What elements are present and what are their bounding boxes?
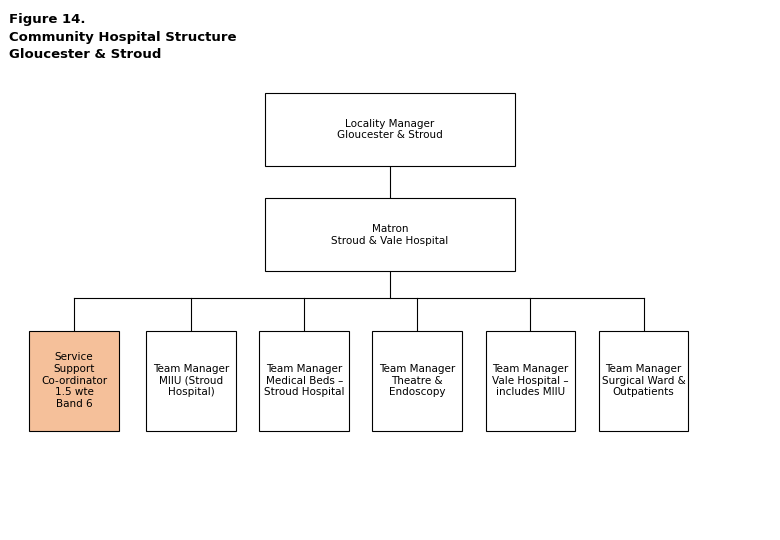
- FancyBboxPatch shape: [599, 330, 688, 431]
- FancyBboxPatch shape: [265, 93, 515, 166]
- FancyBboxPatch shape: [373, 330, 462, 431]
- Text: Service
Support
Co-ordinator
1.5 wte
Band 6: Service Support Co-ordinator 1.5 wte Ban…: [41, 353, 107, 409]
- Text: Figure 14.
Community Hospital Structure
Gloucester & Stroud: Figure 14. Community Hospital Structure …: [9, 14, 237, 60]
- FancyBboxPatch shape: [485, 330, 576, 431]
- Text: Team Manager
Surgical Ward &
Outpatients: Team Manager Surgical Ward & Outpatients: [601, 364, 686, 397]
- Text: Team Manager
MIIU (Stroud
Hospital): Team Manager MIIU (Stroud Hospital): [153, 364, 229, 397]
- FancyBboxPatch shape: [147, 330, 236, 431]
- FancyBboxPatch shape: [259, 330, 349, 431]
- Text: Team Manager
Theatre &
Endoscopy: Team Manager Theatre & Endoscopy: [379, 364, 456, 397]
- FancyBboxPatch shape: [265, 199, 515, 271]
- Text: Team Manager
Vale Hospital –
includes MIIU: Team Manager Vale Hospital – includes MI…: [492, 364, 569, 397]
- FancyBboxPatch shape: [30, 330, 119, 431]
- Text: Team Manager
Medical Beds –
Stroud Hospital: Team Manager Medical Beds – Stroud Hospi…: [264, 364, 345, 397]
- Text: Matron
Stroud & Vale Hospital: Matron Stroud & Vale Hospital: [332, 224, 448, 246]
- Text: Locality Manager
Gloucester & Stroud: Locality Manager Gloucester & Stroud: [337, 119, 443, 140]
